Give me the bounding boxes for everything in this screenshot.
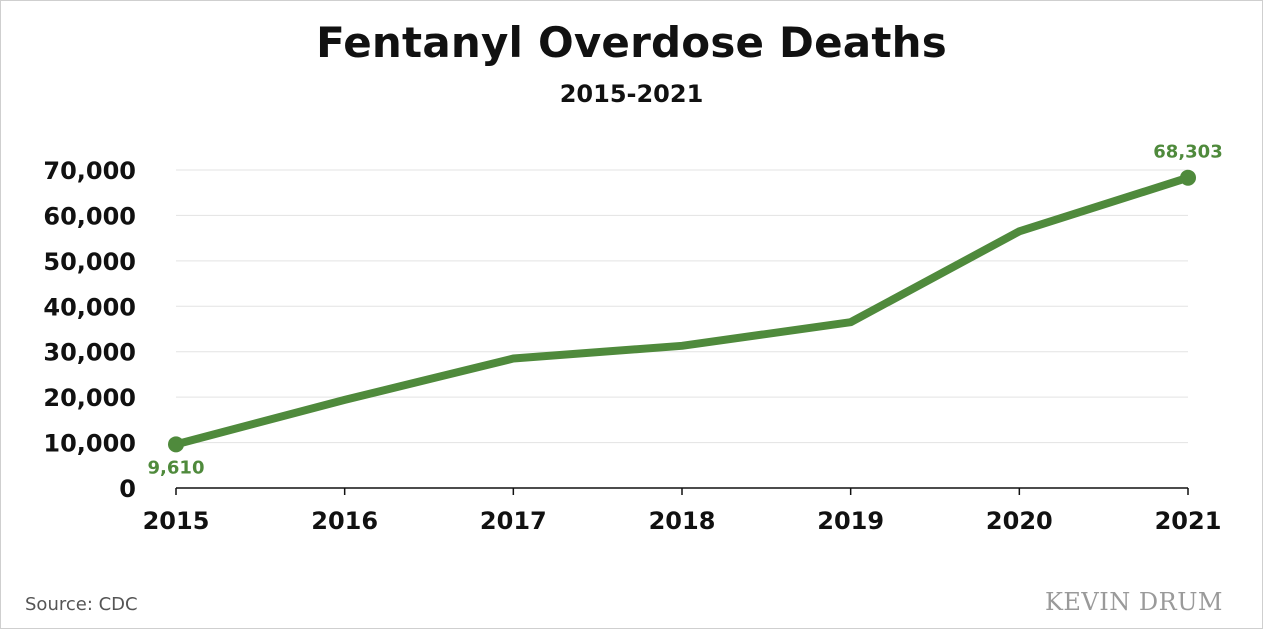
y-tick-label: 50,000: [43, 248, 136, 276]
y-tick-label: 40,000: [43, 293, 136, 321]
chart-title: Fentanyl Overdose Deaths: [316, 18, 947, 67]
x-tick-label: 2017: [480, 507, 547, 535]
source-note: Source: CDC: [25, 594, 138, 615]
y-tick-label: 20,000: [43, 384, 136, 412]
data-label: 9,610: [148, 457, 205, 478]
y-tick-label: 60,000: [43, 202, 136, 230]
series-line: [172, 173, 1192, 449]
x-tick-label: 2015: [143, 507, 210, 535]
x-tick-label: 2016: [311, 507, 378, 535]
chart-subtitle: 2015-2021: [559, 80, 704, 108]
x-tick-label: 2021: [1155, 507, 1222, 535]
x-tick-label: 2019: [817, 507, 884, 535]
data-point: [168, 436, 184, 453]
y-tick-label: 10,000: [43, 430, 136, 458]
y-tick-label: 70,000: [43, 157, 136, 185]
kevin-drum-logo: KEVIN DRUM: [1044, 588, 1223, 616]
y-tick-label: 30,000: [43, 339, 136, 367]
data-label: 68,303: [1153, 142, 1222, 163]
y-tick-label: 0: [119, 475, 136, 503]
x-tick-label: 2020: [986, 507, 1053, 535]
data-point: [1180, 169, 1196, 186]
x-tick-label: 2018: [649, 507, 716, 535]
